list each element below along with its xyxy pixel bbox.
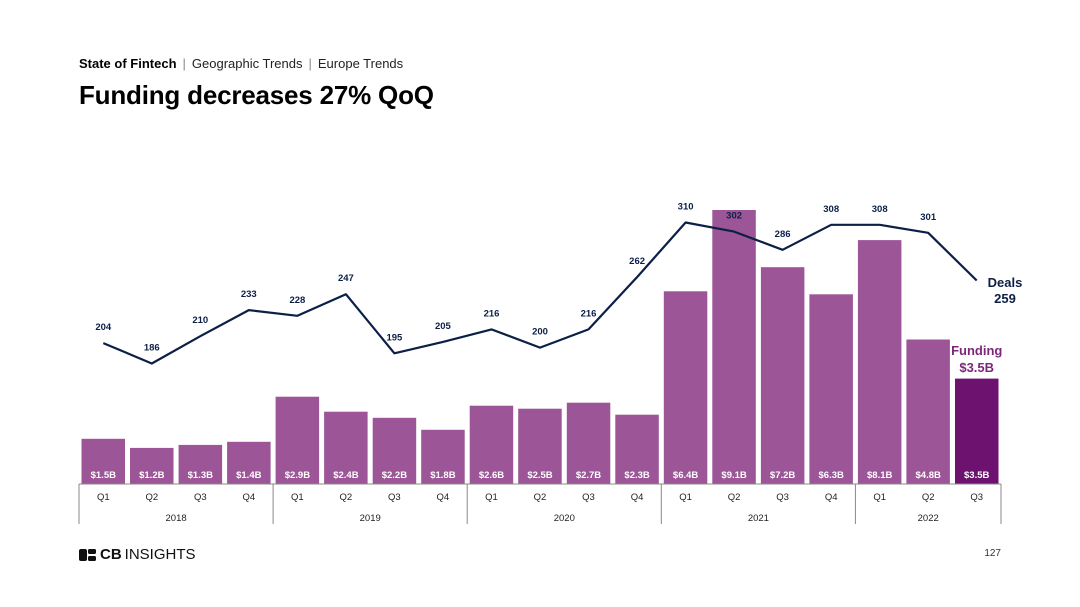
x-tick-label: Q2 xyxy=(340,492,353,503)
bar-value-label: $1.2B xyxy=(139,470,164,481)
funding-series-label: Funding xyxy=(951,343,1002,358)
deal-value-label: 205 xyxy=(435,321,452,332)
deal-value-label: 308 xyxy=(872,204,888,215)
x-tick-label: Q2 xyxy=(922,492,935,503)
x-tick-label: Q2 xyxy=(728,492,741,503)
logo-text-cb: CB xyxy=(100,546,122,563)
year-label: 2021 xyxy=(748,513,769,524)
bar-value-label: $6.3B xyxy=(819,470,844,481)
bar-value-label: $2.5B xyxy=(527,470,552,481)
deals-end-value: 259 xyxy=(994,291,1016,306)
bar-value-label: $7.2B xyxy=(770,470,795,481)
funding-bar xyxy=(469,405,514,484)
deal-value-label: 210 xyxy=(192,315,208,326)
funding-end-value: $3.5B xyxy=(959,360,994,375)
x-tick-label: Q3 xyxy=(194,492,207,503)
bar-value-label: $8.1B xyxy=(867,470,892,481)
bar-value-label: $9.1B xyxy=(721,470,746,481)
deal-value-label: 310 xyxy=(678,202,694,213)
bar-value-label: $4.8B xyxy=(916,470,941,481)
x-tick-label: Q4 xyxy=(242,492,255,503)
bar-value-label: $3.5B xyxy=(964,470,989,481)
funding-bar xyxy=(372,417,417,484)
bar-value-label: $1.3B xyxy=(188,470,213,481)
deal-value-label: 233 xyxy=(241,289,257,300)
deals-series-label: Deals xyxy=(988,275,1023,290)
bar-value-label: $2.2B xyxy=(382,470,407,481)
x-tick-label: Q1 xyxy=(873,492,886,503)
x-tick-label: Q3 xyxy=(388,492,401,503)
year-label: 2020 xyxy=(554,513,575,524)
x-tick-label: Q1 xyxy=(485,492,498,503)
funding-bar xyxy=(130,447,174,484)
deal-value-label: 195 xyxy=(386,332,403,343)
deal-value-label: 247 xyxy=(338,273,354,284)
x-tick-label: Q2 xyxy=(534,492,547,503)
x-tick-label: Q4 xyxy=(631,492,644,503)
deal-value-label: 286 xyxy=(775,229,791,240)
x-tick-label: Q2 xyxy=(145,492,158,503)
logo-text-insights: INSIGHTS xyxy=(124,546,196,563)
deal-value-label: 308 xyxy=(823,204,839,215)
bar-value-label: $2.3B xyxy=(624,470,649,481)
breadcrumb-item-geographic-trends: Geographic Trends xyxy=(191,56,303,71)
deal-value-label: 302 xyxy=(726,211,742,222)
deal-value-label: 262 xyxy=(629,256,645,267)
page-number: 127 xyxy=(984,548,1001,559)
funding-bar xyxy=(955,378,999,484)
funding-bar xyxy=(566,402,611,484)
funding-bar xyxy=(857,240,902,484)
bar-value-label: $1.8B xyxy=(430,470,455,481)
funding-bar xyxy=(518,408,562,484)
deal-value-label: 228 xyxy=(289,295,305,306)
funding-bar xyxy=(227,441,271,484)
deal-value-label: 301 xyxy=(920,212,937,223)
deal-value-label: 200 xyxy=(532,327,548,338)
funding-bar xyxy=(809,294,853,484)
bar-value-label: $1.4B xyxy=(236,470,261,481)
funding-bar xyxy=(906,339,950,484)
funding-bar xyxy=(760,267,805,484)
funding-bar xyxy=(712,210,756,484)
deal-value-label: 186 xyxy=(144,343,160,354)
x-tick-label: Q3 xyxy=(970,492,983,503)
bar-value-label: $2.4B xyxy=(333,470,358,481)
funding-bar xyxy=(663,291,708,484)
bar-value-label: $6.4B xyxy=(673,470,698,481)
bar-value-label: $2.7B xyxy=(576,470,601,481)
year-label: 2022 xyxy=(918,513,939,524)
x-tick-label: Q1 xyxy=(97,492,110,503)
x-tick-label: Q3 xyxy=(776,492,789,503)
breadcrumb: State of Fintech | Geographic Trends | Europ… xyxy=(79,56,403,71)
bar-value-label: $2.6B xyxy=(479,470,504,481)
funding-bar xyxy=(324,411,368,484)
deal-value-label: 216 xyxy=(581,308,597,319)
breadcrumb-separator: | xyxy=(308,56,312,71)
page-title: Funding decreases 27% QoQ xyxy=(79,80,434,110)
funding-bar xyxy=(615,414,659,484)
x-tick-label: Q4 xyxy=(825,492,838,503)
funding-bar xyxy=(275,396,320,484)
x-tick-label: Q3 xyxy=(582,492,595,503)
deal-value-label: 204 xyxy=(95,322,112,333)
funding-bar xyxy=(421,429,465,484)
deals-line xyxy=(102,221,978,365)
funding-bar xyxy=(178,444,223,484)
deal-value-label: 216 xyxy=(484,308,500,319)
breadcrumb-item-europe-trends: Europe Trends xyxy=(317,56,404,71)
bar-value-label: $2.9B xyxy=(285,470,310,481)
breadcrumb-item-state-of-fintech: State of Fintech xyxy=(79,56,177,71)
year-label: 2018 xyxy=(166,513,187,524)
cb-logo-icon xyxy=(79,548,96,561)
x-tick-label: Q4 xyxy=(437,492,450,503)
x-tick-label: Q1 xyxy=(291,492,304,503)
year-label: 2019 xyxy=(360,513,381,524)
x-tick-label: Q1 xyxy=(679,492,692,503)
breadcrumb-separator: | xyxy=(182,56,186,71)
cb-insights-logo: CB INSIGHTS xyxy=(79,546,196,563)
funding-bar xyxy=(81,438,125,484)
bar-value-label: $1.5B xyxy=(91,470,116,481)
